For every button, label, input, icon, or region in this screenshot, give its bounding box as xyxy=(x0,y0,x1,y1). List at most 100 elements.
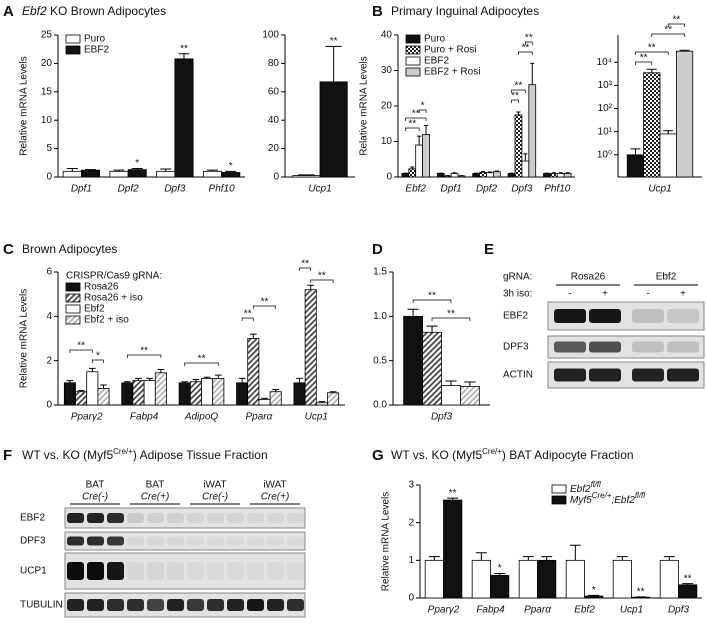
bar xyxy=(189,381,202,406)
legend-label-part: Myf5 xyxy=(570,495,592,506)
bar xyxy=(612,559,632,599)
bar xyxy=(154,372,167,406)
bracket-label: ** xyxy=(77,341,85,352)
bracket xyxy=(635,61,653,65)
x-tick-label: Dpf1 xyxy=(71,184,92,195)
bar xyxy=(678,584,698,599)
y-tick-label: 10³ xyxy=(598,80,613,91)
error-bar xyxy=(417,135,422,146)
blot-box xyxy=(64,507,306,529)
error-bar xyxy=(630,148,641,155)
bar xyxy=(258,399,271,406)
bar xyxy=(518,559,538,599)
bracket-label: ** xyxy=(515,81,523,92)
y-tick-label: 3 xyxy=(408,480,414,491)
blot-lane-label: + xyxy=(602,289,608,300)
y-tick-label: 100 xyxy=(262,30,279,41)
blot-band xyxy=(127,562,144,580)
blot-band xyxy=(87,513,104,523)
bar xyxy=(514,114,523,178)
bracket-label: ** xyxy=(447,309,455,320)
blot-group: iWAT xyxy=(203,480,226,491)
blot-row-label: DPF3 xyxy=(20,536,46,547)
y-tick-label: 20 xyxy=(268,143,280,154)
legend-swatch xyxy=(65,282,81,292)
bar xyxy=(443,175,452,178)
x-tick-label: Ucp1 xyxy=(620,605,643,616)
error-bar xyxy=(178,53,190,59)
error-bar xyxy=(261,397,268,400)
blot-band xyxy=(147,562,164,580)
bar xyxy=(422,133,430,178)
bar xyxy=(565,559,585,599)
y-tick-label: 30 xyxy=(381,65,393,76)
blot-band xyxy=(247,599,264,611)
blot-lane-label: - xyxy=(568,289,571,300)
bracket-label: ** xyxy=(664,25,672,36)
y-tick-label: 10 xyxy=(381,136,393,147)
legend-label-part: Cre/+ xyxy=(592,491,612,500)
bracket xyxy=(651,33,685,37)
bar xyxy=(675,50,694,178)
y-tick-label: 10¹ xyxy=(598,126,613,137)
error-bar xyxy=(135,377,142,381)
y-tick-label: 60 xyxy=(268,86,280,97)
x-tick-label: Dpf1 xyxy=(441,184,462,195)
x-tick-label: Pparα xyxy=(245,412,272,423)
blot-band xyxy=(632,341,664,353)
bracket xyxy=(667,23,685,27)
bar xyxy=(247,338,260,406)
title-part: WT vs. KO (Myf5 xyxy=(391,448,482,462)
y-tick-label: 10⁴ xyxy=(597,57,612,68)
blot-band xyxy=(167,513,184,523)
blot-band xyxy=(287,513,304,523)
blot-row-label: DPF3 xyxy=(503,342,529,353)
bracket xyxy=(518,51,533,55)
x-tick-label: AdipoQ xyxy=(184,412,219,423)
bracket xyxy=(184,362,219,366)
bracket xyxy=(404,127,420,131)
error-bar xyxy=(207,169,218,172)
blot-band xyxy=(227,536,244,546)
x-tick-label: Fabp4 xyxy=(130,412,159,423)
bracket-label: ** xyxy=(648,43,656,54)
bar xyxy=(584,595,604,599)
bar xyxy=(472,173,480,178)
error-bar xyxy=(558,172,563,174)
blot-group: Cre(+) xyxy=(261,492,290,503)
blot-band xyxy=(207,536,224,546)
bracket-label: ** xyxy=(318,271,326,282)
bar xyxy=(127,169,147,178)
bar xyxy=(424,559,444,599)
bracket-label: ** xyxy=(301,259,309,270)
blot-band xyxy=(187,536,204,546)
y-tick-label: 10⁰ xyxy=(597,149,612,160)
x-tick-label: Phf10 xyxy=(544,184,571,195)
y-tick-label: 0 xyxy=(46,400,52,411)
x-tick-label: Ebf2 xyxy=(574,605,595,616)
blot-band xyxy=(554,341,586,353)
x-tick-label: Fabp4 xyxy=(476,605,505,616)
bracket-label: ** xyxy=(640,53,648,64)
error-bar xyxy=(298,174,315,176)
bar xyxy=(201,377,214,406)
y-tick-label: 10² xyxy=(598,103,613,114)
legend-label-part: Ebf2 xyxy=(570,484,591,495)
blot-band xyxy=(67,513,84,523)
error-bar xyxy=(307,284,315,290)
error-bar xyxy=(663,130,674,134)
blot-band xyxy=(267,562,284,580)
error-bar xyxy=(487,171,493,173)
bar xyxy=(63,382,76,406)
blot-band xyxy=(147,599,164,611)
y-tick-label: 15 xyxy=(41,86,53,97)
bar xyxy=(293,382,306,406)
error-bar xyxy=(77,390,85,392)
y-axis-label: Relative mRNA Levels xyxy=(359,56,370,155)
legend-swatch xyxy=(405,56,421,66)
title-part: Cre/+ xyxy=(113,447,133,456)
legend-swatch xyxy=(405,45,421,55)
bar xyxy=(528,84,537,178)
blot-group: BAT xyxy=(86,480,105,491)
bar xyxy=(422,331,442,406)
